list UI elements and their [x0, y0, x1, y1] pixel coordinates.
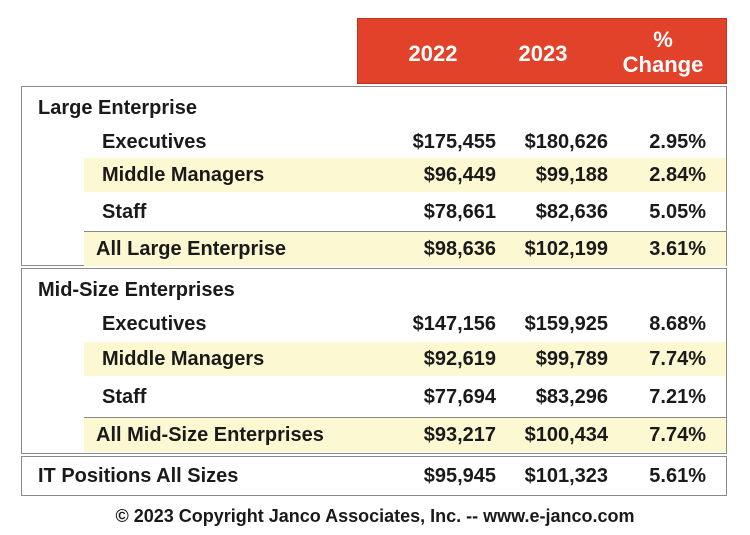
value-2022: $95,945 [423, 465, 496, 487]
table-row: Middle Managers $92,619 $99,789 7.74% [84, 342, 726, 376]
row-label: Middle Managers [102, 164, 265, 186]
value-2023: $159,925 [524, 313, 608, 335]
value-change: 8.68% [649, 313, 706, 335]
value-2023: $180,626 [524, 131, 608, 153]
subtotal-row: All Mid-Size Enterprises $93,217 $100,43… [84, 417, 726, 452]
col-2022-header: 2022 [408, 41, 458, 66]
table-row: Executives $175,455 $180,626 2.95% [22, 125, 726, 159]
value-2022: $93,217 [423, 424, 496, 446]
value-2023: $99,188 [535, 164, 608, 186]
value-change: 7.74% [649, 424, 706, 446]
row-label: IT Positions All Sizes [38, 465, 239, 487]
value-2023: $101,323 [524, 465, 608, 487]
section-heading-row: Large Enterprise [22, 91, 726, 125]
value-2022: $147,156 [412, 313, 496, 335]
copyright-footer: © 2023 Copyright Janco Associates, Inc. … [115, 506, 635, 526]
value-2022: $98,636 [423, 238, 496, 260]
value-2022: $77,694 [423, 386, 496, 408]
value-2022: $175,455 [412, 131, 496, 153]
value-2022: $92,619 [423, 348, 496, 370]
table-row: Middle Managers $96,449 $99,188 2.84% [84, 158, 726, 192]
value-2022: $96,449 [423, 164, 496, 186]
row-label: All Large Enterprise [96, 238, 287, 260]
row-label: Staff [102, 201, 147, 223]
value-change: 3.61% [649, 238, 706, 260]
col-2023-header: 2023 [518, 41, 568, 66]
table-row: Staff $77,694 $83,296 7.21% [22, 380, 726, 414]
section-heading: Mid-Size Enterprises [38, 279, 235, 301]
value-change: 2.95% [649, 131, 706, 153]
value-2023: $100,434 [524, 424, 608, 446]
column-header: 2022 2023 % Change [357, 18, 727, 84]
section-heading: Large Enterprise [38, 97, 197, 119]
value-change: 5.05% [649, 201, 706, 223]
value-change: 7.21% [649, 386, 706, 408]
col-change-header-line2: Change [622, 52, 704, 77]
section-heading-row: Mid-Size Enterprises [22, 273, 726, 307]
value-2023: $83,296 [535, 386, 608, 408]
value-2023: $82,636 [535, 201, 608, 223]
table-row: Executives $147,156 $159,925 8.68% [22, 307, 726, 341]
value-2023: $99,789 [535, 348, 608, 370]
value-change: 7.74% [649, 348, 706, 370]
table-row: Staff $78,661 $82,636 5.05% [22, 195, 726, 229]
row-label: Executives [102, 313, 207, 335]
section-large-enterprise: Large Enterprise Executives $175,455 $18… [21, 86, 727, 266]
total-row: IT Positions All Sizes $95,945 $101,323 … [22, 459, 726, 493]
value-2023: $102,199 [524, 238, 608, 260]
value-change: 5.61% [649, 465, 706, 487]
section-total: IT Positions All Sizes $95,945 $101,323 … [21, 456, 727, 496]
col-change-header-line1: % [653, 27, 673, 52]
value-2022: $78,661 [423, 201, 496, 223]
row-label: Executives [102, 131, 207, 153]
row-label: All Mid-Size Enterprises [96, 424, 324, 446]
row-label: Staff [102, 386, 147, 408]
subtotal-row: All Large Enterprise $98,636 $102,199 3.… [84, 231, 726, 266]
value-change: 2.84% [649, 164, 706, 186]
col-change-header: % Change [603, 27, 723, 77]
row-label: Middle Managers [102, 348, 265, 370]
section-mid-size-enterprises: Mid-Size Enterprises Executives $147,156… [21, 268, 727, 454]
